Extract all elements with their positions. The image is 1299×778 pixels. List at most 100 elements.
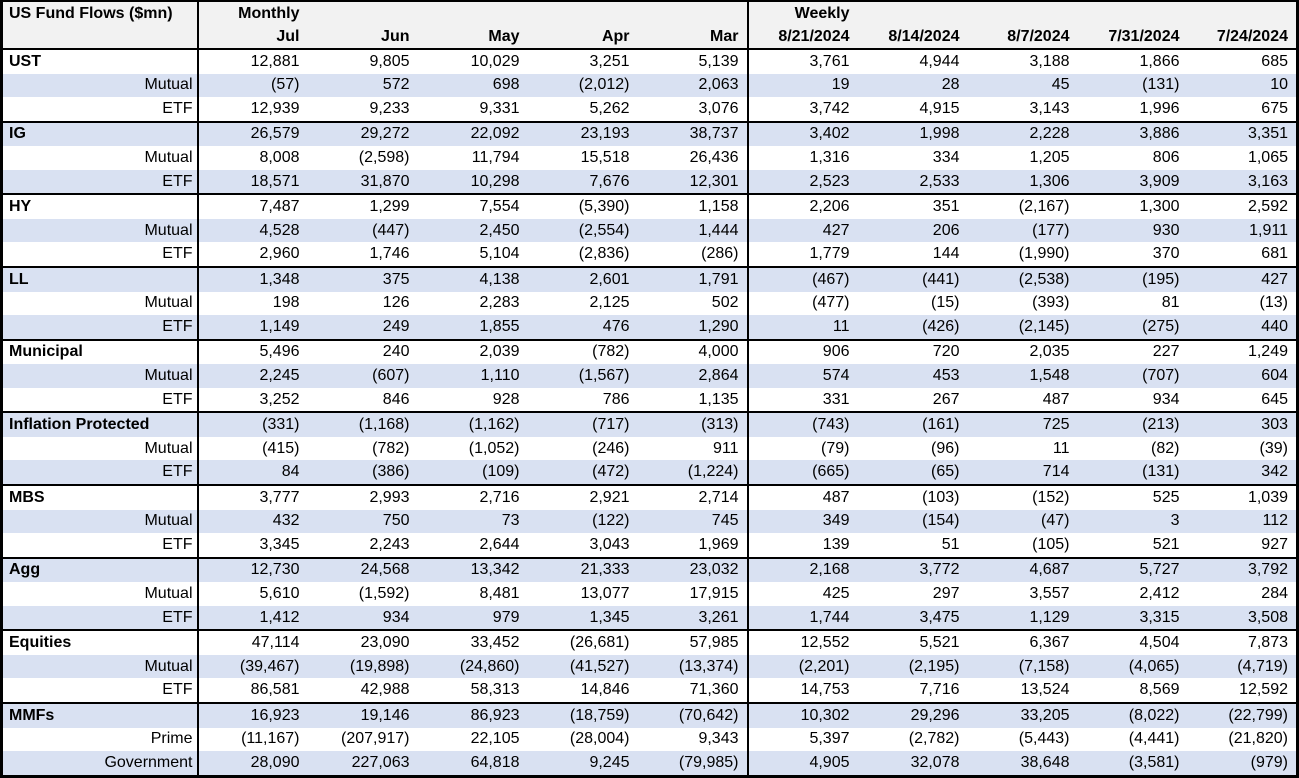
cell-etf-8-21-2024: 2,523 bbox=[746, 169, 858, 195]
cell-mutual-mar: 26,436 bbox=[689, 149, 739, 166]
cell-mutual-jun: 126 bbox=[382, 294, 410, 312]
column-header-jun: Jun bbox=[307, 25, 418, 50]
cell-etf-8-7-2024: 487 bbox=[1042, 390, 1070, 408]
row-label-mmfs: MMFs bbox=[1, 702, 199, 728]
cell-mutual-7-31-2024: (131) bbox=[1077, 73, 1188, 98]
cell-etf-8-14-2024: 3,475 bbox=[857, 605, 968, 631]
cell-mutual-apr: (2,012) bbox=[527, 73, 638, 98]
cell-etf-7-31-2024: 1,996 bbox=[1139, 99, 1180, 117]
cell-etf-apr: 7,676 bbox=[527, 169, 638, 195]
cell-ll-may: 4,138 bbox=[417, 266, 528, 292]
cell-municipal-7-24-2024: 1,249 bbox=[1187, 338, 1298, 365]
cell-mmfs-8-7-2024: 33,205 bbox=[967, 702, 1078, 728]
row-label-etf: ETF bbox=[1, 97, 199, 122]
cell-etf-8-21-2024: 1,744 bbox=[746, 605, 858, 631]
cell-ll-7-24-2024: 427 bbox=[1187, 266, 1298, 292]
cell-mbs-8-14-2024: (103) bbox=[857, 484, 968, 510]
cell-prime-mar: 9,343 bbox=[698, 730, 739, 748]
cell-equities-mar: 57,985 bbox=[637, 629, 748, 655]
cell-mutual-8-21-2024: 427 bbox=[746, 218, 858, 243]
row-label-mbs: MBS bbox=[1, 484, 199, 510]
cell-municipal-may: 2,039 bbox=[417, 338, 528, 365]
cell-mutual-7-31-2024: 2,412 bbox=[1139, 585, 1180, 603]
table-row-etf: ETF 2,960 1,746 5,104 (2,836) (286) 1,779 144 (1… bbox=[1, 242, 1298, 268]
cell-ll-apr: 2,601 bbox=[527, 266, 638, 292]
cell-mutual-may: (24,860) bbox=[417, 654, 528, 679]
cell-etf-8-21-2024: 14,753 bbox=[746, 678, 858, 704]
cell-etf-8-7-2024: 3,143 bbox=[1029, 99, 1070, 117]
row-label-agg: Agg bbox=[1, 556, 199, 583]
cell-mutual-mar: 1,444 bbox=[637, 218, 748, 243]
cell-government-may: 64,818 bbox=[417, 751, 528, 777]
cell-etf-8-21-2024: (665) bbox=[746, 460, 858, 486]
table-row-mutual: Mutual 8,008 (2,598) 11,794 15,518 26,436 1,31… bbox=[1, 146, 1298, 170]
column-header-7-24-2024: 7/24/2024 bbox=[1187, 25, 1298, 50]
row-label-equities: Equities bbox=[1, 629, 199, 655]
cell-etf-7-24-2024: 342 bbox=[1187, 460, 1298, 486]
row-label-mutual: Mutual bbox=[1, 218, 199, 243]
cell-mmfs-may: 86,923 bbox=[417, 702, 528, 728]
cell-mutual-mar: 745 bbox=[637, 509, 748, 534]
cell-equities-8-21-2024: 12,552 bbox=[746, 629, 858, 655]
table-row-etf: ETF 86,581 42,988 58,313 14,846 71,360 14,753 7… bbox=[1, 678, 1298, 704]
column-header-mar: Mar bbox=[637, 25, 748, 50]
cell-etf-jun: 934 bbox=[307, 605, 418, 631]
cell-mutual-7-31-2024: 3 bbox=[1077, 509, 1188, 534]
cell-mutual-jul: 198 bbox=[272, 294, 300, 312]
cell-inflation-protected-8-21-2024: (743) bbox=[746, 411, 858, 437]
cell-etf-7-31-2024: 3,315 bbox=[1077, 605, 1188, 631]
header-spacer bbox=[417, 1, 528, 25]
cell-hy-7-24-2024: 2,592 bbox=[1187, 193, 1298, 219]
cell-mutual-8-21-2024: 349 bbox=[746, 509, 858, 534]
cell-etf-may: 9,331 bbox=[479, 99, 520, 117]
monthly-group-header: Monthly bbox=[197, 1, 308, 25]
cell-mbs-8-7-2024: (152) bbox=[967, 484, 1078, 510]
cell-ig-jul: 26,579 bbox=[197, 120, 308, 147]
cell-mmfs-8-21-2024: 10,302 bbox=[746, 702, 858, 728]
cell-mutual-8-14-2024: (154) bbox=[857, 509, 968, 534]
cell-etf-8-14-2024: 267 bbox=[932, 390, 960, 408]
cell-mutual-7-31-2024: (4,065) bbox=[1077, 654, 1188, 679]
header-spacer bbox=[857, 1, 968, 25]
cell-etf-jul: 1,149 bbox=[197, 315, 308, 340]
cell-mutual-8-7-2024: 45 bbox=[967, 73, 1078, 98]
cell-equities-7-24-2024: 7,873 bbox=[1187, 629, 1298, 655]
table-row-mutual: Mutual (39,467) (19,898) (24,860) (41,527) (1… bbox=[1, 654, 1298, 679]
cell-municipal-8-14-2024: 720 bbox=[857, 338, 968, 365]
cell-mutual-8-7-2024: (7,158) bbox=[967, 654, 1078, 679]
cell-agg-8-21-2024: 2,168 bbox=[746, 556, 858, 583]
cell-municipal-7-31-2024: 227 bbox=[1077, 338, 1188, 365]
cell-hy-apr: (5,390) bbox=[527, 193, 638, 219]
cell-etf-apr: 3,043 bbox=[589, 535, 630, 553]
cell-etf-jun: 31,870 bbox=[307, 169, 418, 195]
cell-ig-7-24-2024: 3,351 bbox=[1187, 120, 1298, 147]
row-label-ig: IG bbox=[1, 120, 199, 147]
cell-ll-8-14-2024: (441) bbox=[857, 266, 968, 292]
row-label-etf: ETF bbox=[1, 605, 199, 631]
cell-inflation-protected-jun: (1,168) bbox=[307, 411, 418, 437]
table-row-etf: ETF 1,149 249 1,855 476 1,290 11 (426) (2,145) (2… bbox=[1, 315, 1298, 340]
table-row-mutual: Mutual 5,610 (1,592) 8,481 13,077 17,915 425 29… bbox=[1, 582, 1298, 606]
cell-equities-apr: (26,681) bbox=[527, 629, 638, 655]
column-header-row: Jul Jun May Apr Mar 8/21/2024 8/14/2024 8/7/202… bbox=[2, 25, 1298, 50]
row-label-mutual: Mutual bbox=[1, 291, 199, 316]
cell-etf-8-7-2024: 1,129 bbox=[967, 605, 1078, 631]
cell-mutual-may: (1,052) bbox=[468, 439, 520, 457]
table-row-inflation-protected: Inflation Protected (331) (1,168) (1,162) (7… bbox=[1, 411, 1298, 437]
cell-equities-8-7-2024: 6,367 bbox=[967, 629, 1078, 655]
cell-mbs-7-31-2024: 525 bbox=[1077, 484, 1188, 510]
cell-etf-7-24-2024: 675 bbox=[1261, 99, 1288, 117]
cell-hy-jun: 1,299 bbox=[307, 193, 418, 219]
cell-etf-8-14-2024: 4,915 bbox=[919, 99, 960, 117]
cell-mutual-8-7-2024: (47) bbox=[967, 509, 1078, 534]
cell-mutual-may: 1,110 bbox=[417, 364, 528, 388]
cell-ll-mar: 1,791 bbox=[637, 266, 748, 292]
cell-etf-7-31-2024: 3,909 bbox=[1077, 169, 1188, 195]
cell-prime-7-24-2024: (21,820) bbox=[1228, 730, 1288, 748]
cell-etf-7-24-2024: 12,592 bbox=[1239, 681, 1288, 699]
cell-etf-jun: 42,988 bbox=[360, 681, 410, 699]
cell-mbs-8-21-2024: 487 bbox=[746, 484, 858, 510]
cell-mutual-8-21-2024: 425 bbox=[746, 582, 858, 606]
cell-equities-jun: 23,090 bbox=[307, 629, 418, 655]
